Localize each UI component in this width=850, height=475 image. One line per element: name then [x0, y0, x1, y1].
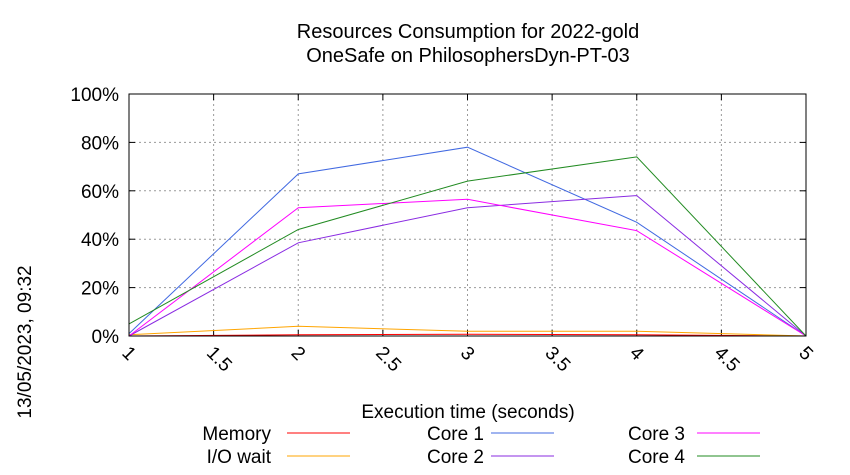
y-tick-label: 60% — [81, 182, 119, 203]
axis-ticks: 0% 20% 40% 60% 80% 100% 1 1.5 2 2.5 3 3.5 4 4.5 5 — [70, 85, 816, 376]
series-line-core-3 — [128, 198, 807, 337]
x-tick-label: 3 — [456, 343, 478, 365]
x-axis-label: Execution time (seconds) — [361, 402, 574, 423]
chart-title: Resources Consumption for 2022-gold — [297, 21, 639, 43]
series-lines — [128, 146, 807, 337]
y-tick-label: 100% — [70, 85, 119, 106]
legend-label: Core 3 — [628, 424, 685, 445]
series-line-memory — [128, 333, 807, 337]
legend-label: Core 2 — [427, 447, 484, 468]
legend-label: I/O wait — [207, 447, 272, 468]
x-tick-label: 2.5 — [371, 343, 405, 377]
legend-label: Core 4 — [628, 447, 685, 468]
y-tick-label: 0% — [92, 327, 120, 348]
series-line-core-1 — [128, 146, 807, 337]
x-tick-label: 4 — [625, 343, 648, 366]
x-tick-label: 2 — [287, 343, 309, 365]
legend-label: Memory — [202, 424, 271, 445]
timestamp-label: 13/05/2023, 09:32 — [15, 265, 36, 418]
x-tick-label: 1 — [117, 343, 139, 365]
series-line-core-2 — [128, 195, 807, 337]
grid — [129, 94, 806, 336]
y-tick-label: 20% — [81, 279, 119, 300]
series-line-i-o-wait — [128, 325, 807, 337]
y-tick-label: 40% — [81, 230, 119, 251]
chart-subtitle: OneSafe on PhilosophersDyn-PT-03 — [306, 45, 630, 67]
x-tick-label: 3.5 — [541, 343, 575, 377]
x-tick-label: 1.5 — [202, 343, 236, 377]
plot-frame — [128, 93, 807, 337]
x-tick-label: 5 — [794, 343, 816, 365]
y-tick-label: 80% — [81, 133, 119, 154]
legend-label: Core 1 — [427, 424, 484, 445]
series-line-core-4 — [128, 156, 807, 337]
x-tick-label: 4.5 — [710, 343, 744, 377]
